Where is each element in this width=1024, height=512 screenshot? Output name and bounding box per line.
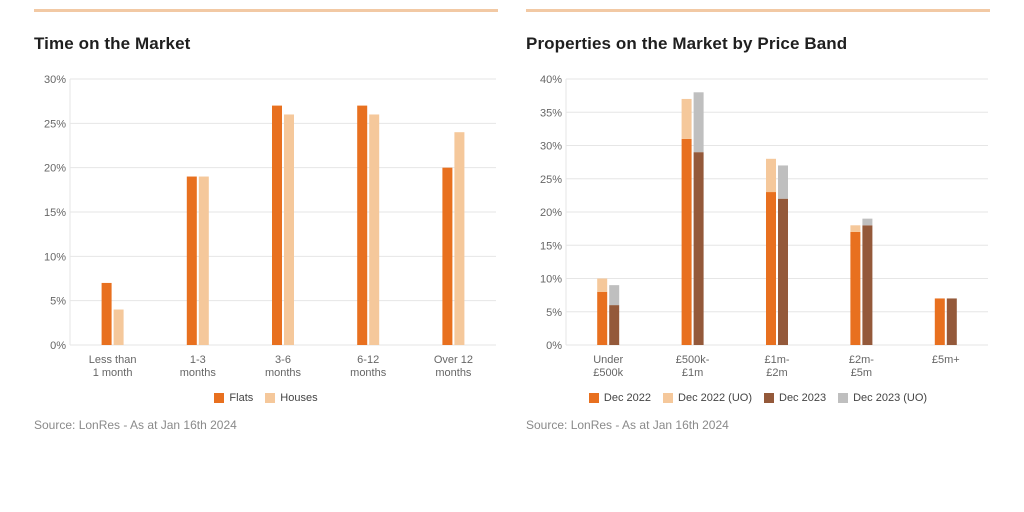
y-tick-label: 20% bbox=[44, 163, 66, 175]
legend-swatch-flats bbox=[214, 393, 225, 403]
bar-dec-2023-uo bbox=[862, 218, 873, 226]
y-tick-label: 30% bbox=[540, 141, 562, 153]
y-tick-label: 20% bbox=[540, 207, 562, 219]
bar-houses bbox=[284, 114, 294, 345]
x-tick-label: Over 12 months bbox=[434, 354, 473, 379]
x-tick-label: 6-12 months bbox=[350, 354, 387, 379]
source-note: Source: LonRes - As at Jan 16th 2024 bbox=[34, 418, 237, 432]
bar-flats bbox=[442, 167, 453, 345]
x-tick-label: 1-3 months bbox=[180, 354, 217, 379]
chart-title: Time on the Market bbox=[34, 34, 191, 53]
bar-dec-2022 bbox=[934, 298, 945, 345]
x-tick-label: £2m-£5m bbox=[849, 354, 874, 379]
bar-dec-2022 bbox=[597, 291, 608, 345]
legend-label: Dec 2022 bbox=[603, 392, 652, 404]
bar-dec-2023 bbox=[946, 298, 957, 345]
bar-flats bbox=[186, 176, 197, 345]
y-tick-label: 40% bbox=[540, 74, 562, 86]
legend-swatch-houses bbox=[265, 393, 276, 403]
time-on-market-panel: Time on the Market 0% 5% 10% 15% 20% 25% 30% Le… bbox=[34, 0, 498, 440]
bar-dec-2023 bbox=[609, 305, 620, 345]
bar-dec-2022 bbox=[766, 192, 776, 345]
y-tick-label: 15% bbox=[540, 240, 562, 252]
y-tick-label: 30% bbox=[44, 74, 66, 86]
chart-title: Properties on the Market by Price Band bbox=[526, 34, 848, 53]
legend-item-dec-2022-uo: Dec 2022 (UO) bbox=[663, 392, 752, 404]
y-tick-label: 0% bbox=[50, 340, 66, 352]
time-on-market-chart: 0% 5% 10% 15% 20% 25% 30% Less than 1 month 1-3 mo… bbox=[44, 74, 496, 379]
legend-swatch-dec-2022 bbox=[588, 393, 599, 403]
x-tick-label: 3-6 months bbox=[265, 354, 302, 379]
legend-item-flats: Flats bbox=[214, 392, 253, 404]
bar-flats bbox=[101, 282, 112, 345]
bar-houses bbox=[369, 114, 380, 345]
bar-dec-2023 bbox=[693, 152, 704, 345]
legend-label: Flats bbox=[229, 392, 254, 404]
x-tick-label: Under £500k bbox=[593, 354, 623, 379]
legend-swatch-dec-2022-uo bbox=[663, 393, 674, 403]
legend-item-houses: Houses bbox=[265, 392, 318, 404]
y-tick-label: 25% bbox=[540, 174, 562, 186]
bar-dec-2023-uo bbox=[609, 285, 620, 306]
y-tick-label: 25% bbox=[44, 118, 66, 130]
y-tick-label: 10% bbox=[44, 251, 66, 263]
legend-swatch-dec-2023-uo bbox=[838, 393, 849, 403]
legend-label: Dec 2023 bbox=[779, 392, 827, 404]
legend-item-dec-2023: Dec 2023 bbox=[764, 392, 826, 404]
x-tick-label: £5m+ bbox=[932, 354, 960, 366]
bar-flats bbox=[272, 105, 282, 345]
chart-legend: Flats Houses bbox=[34, 392, 498, 404]
chart-legend: Dec 2022 Dec 2022 (UO) Dec 2023 Dec 2023… bbox=[526, 392, 990, 404]
bar-dec-2022 bbox=[681, 138, 692, 345]
y-tick-label: 15% bbox=[44, 207, 66, 219]
x-tick-label: Less than 1 month bbox=[89, 354, 137, 379]
accent-divider bbox=[34, 9, 498, 12]
bar-houses bbox=[113, 309, 124, 345]
y-tick-label: 5% bbox=[546, 307, 562, 319]
legend-item-dec-2023-uo: Dec 2023 (UO) bbox=[838, 392, 927, 404]
bar-houses bbox=[454, 132, 465, 345]
legend-label: Dec 2023 (UO) bbox=[853, 392, 928, 404]
y-tick-label: 5% bbox=[50, 296, 66, 308]
bar-dec-2022-uo bbox=[850, 225, 861, 232]
bar-dec-2022-uo bbox=[766, 158, 776, 193]
bar-dec-2022 bbox=[850, 231, 861, 345]
bar-dec-2023-uo bbox=[778, 165, 788, 199]
y-tick-label: 0% bbox=[546, 340, 562, 352]
accent-divider bbox=[526, 9, 990, 12]
legend-label: Dec 2022 (UO) bbox=[678, 392, 752, 404]
legend-item-dec-2022: Dec 2022 bbox=[588, 392, 652, 404]
price-band-panel: Properties on the Market by Price Band 0… bbox=[526, 0, 990, 440]
bar-dec-2023 bbox=[778, 198, 788, 345]
price-band-chart: 0% 5% 10% 15% 20% 25% 30% 35% 40% Under £500k £500k… bbox=[540, 74, 988, 379]
bar-dec-2023-uo bbox=[693, 92, 704, 153]
source-note: Source: LonRes - As at Jan 16th 2024 bbox=[526, 418, 729, 432]
legend-swatch-dec-2023 bbox=[764, 393, 774, 403]
bar-dec-2022-uo bbox=[597, 278, 608, 292]
y-tick-label: 10% bbox=[540, 274, 562, 286]
y-tick-label: 35% bbox=[540, 107, 562, 119]
bar-dec-2023 bbox=[862, 225, 873, 345]
legend-label: Houses bbox=[280, 392, 318, 404]
bar-houses bbox=[198, 176, 209, 345]
bar-flats bbox=[357, 105, 368, 345]
x-tick-label: £1m-£2m bbox=[764, 354, 789, 379]
x-tick-label: £500k-£1m bbox=[676, 354, 710, 379]
bar-dec-2022-uo bbox=[681, 98, 692, 139]
